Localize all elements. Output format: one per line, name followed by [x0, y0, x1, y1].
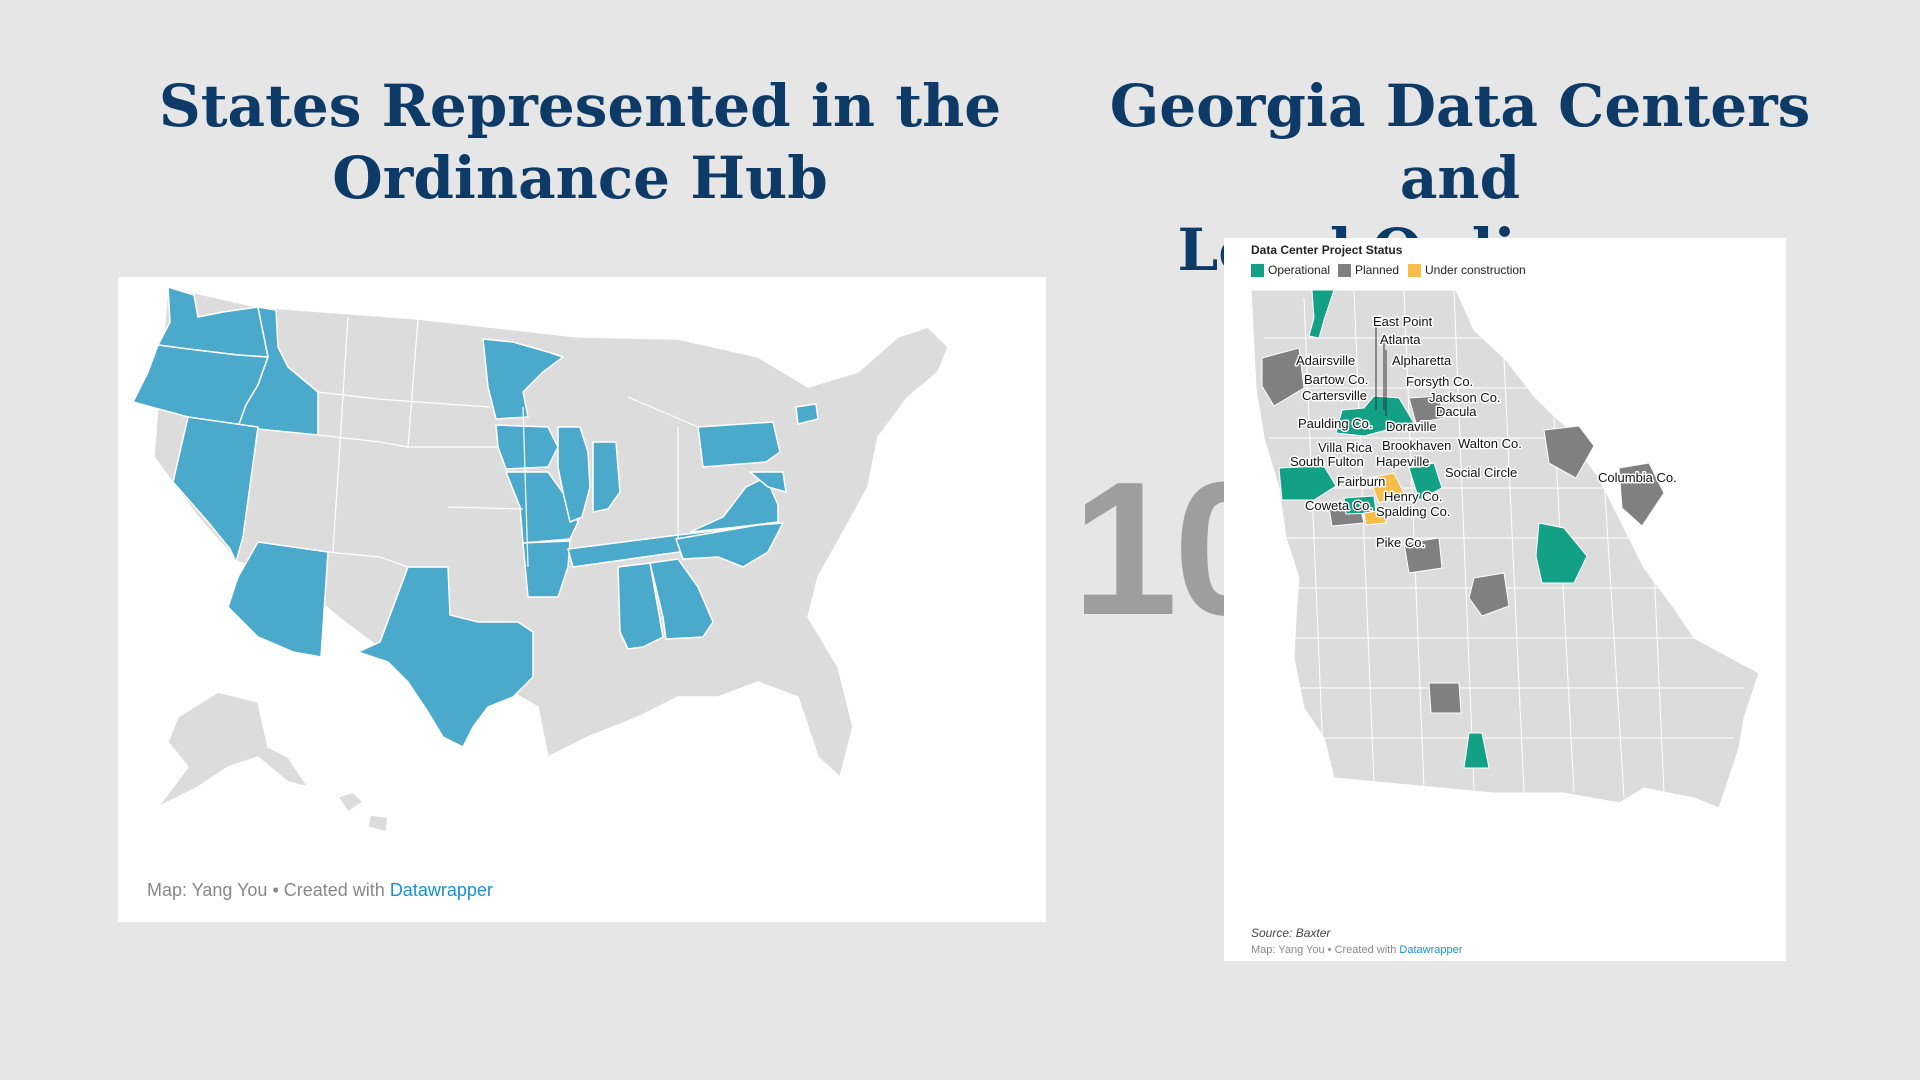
label-cartersville: Cartersville [1302, 388, 1367, 403]
label-social-circle: Social Circle [1445, 465, 1517, 480]
ga-map-panel: Data Center Project Status Operational P… [1224, 238, 1786, 961]
hawaii [337, 791, 389, 833]
state-arizona [227, 541, 329, 658]
county-operational-south-fulton [1278, 465, 1337, 501]
label-henry: Henry Co. [1384, 489, 1443, 504]
ga-map-credit: Map: Yang You • Created with Datawrapper [1251, 944, 1462, 956]
label-paulding: Paulding Co. [1298, 416, 1372, 431]
state-maryland [749, 471, 787, 493]
label-south-fulton: South Fulton [1290, 454, 1364, 469]
label-fairburn: Fairburn [1337, 474, 1385, 489]
label-columbia: Columbia Co. [1598, 470, 1677, 485]
legend-planned: Planned [1338, 263, 1399, 277]
label-pike: Pike Co. [1376, 535, 1425, 550]
us-datawrapper-link[interactable]: Datawrapper [389, 880, 493, 900]
us-map [132, 286, 949, 833]
label-bartow: Bartow Co. [1304, 372, 1368, 387]
state-indiana [592, 441, 621, 513]
county-planned-columbia-area [1543, 425, 1595, 479]
county-operational-social-circle [1408, 462, 1443, 501]
label-leader-lines [1375, 320, 1387, 416]
operational-swatch [1251, 263, 1264, 277]
us-map-panel: Map: Yang You • Created with Datawrapper [118, 277, 1046, 922]
label-jackson: Jackson Co. [1429, 390, 1501, 405]
planned-swatch [1338, 263, 1351, 277]
state-nevada [172, 416, 259, 563]
county-planned-pike [1403, 537, 1443, 574]
us-credit-text: Map: Yang You • Created with [147, 880, 390, 900]
county-planned-columbia [1618, 462, 1665, 527]
legend-under-construction: Under construction [1408, 263, 1526, 277]
county-operational-south [1463, 732, 1490, 769]
county-operational-east [1535, 522, 1588, 584]
state-idaho [237, 306, 319, 436]
label-brookhaven: Brookhaven [1382, 438, 1451, 453]
state-minnesota [482, 338, 564, 420]
label-alpharetta: Alpharetta [1392, 353, 1452, 368]
county-operational-north [1308, 289, 1335, 339]
label-dacula: Dacula [1436, 404, 1477, 419]
ga-map-title-line1: Georgia Data Centers and [1109, 72, 1811, 212]
state-missouri [505, 471, 579, 544]
county-borders [1264, 289, 1744, 799]
state-arkansas [522, 540, 571, 598]
us-map-title-line2: Ordinance Hub [332, 144, 828, 212]
county-planned-walton [1408, 395, 1445, 424]
ga-credit-text: Map: Yang You • Created with [1251, 944, 1400, 956]
label-walton: Walton Co. [1458, 436, 1522, 451]
state-connecticut [795, 403, 819, 425]
ga-source: Source: Baxter [1251, 926, 1331, 940]
under-construction-swatch [1408, 263, 1421, 277]
state-illinois [557, 426, 591, 523]
label-hapeville: Hapeville [1376, 454, 1429, 469]
ga-legend-title: Data Center Project Status [1251, 243, 1403, 257]
state-virginia [689, 476, 779, 533]
label-forsyth: Forsyth Co. [1406, 374, 1473, 389]
label-east-point: East Point [1373, 314, 1433, 329]
ga-map: East Point Atlanta Adairsville Alpharett… [1250, 289, 1760, 809]
state-pennsylvania [697, 421, 781, 468]
us-map-title-line1: States Represented in the [158, 72, 1002, 140]
us-map-title: States Represented in the Ordinance Hub [120, 70, 1040, 214]
legend-under-construction-label: Under construction [1425, 263, 1526, 277]
label-atlanta: Atlanta [1380, 332, 1421, 347]
label-coweta: Coweta Co. [1305, 498, 1373, 513]
county-operational-metro [1335, 395, 1415, 437]
ga-datawrapper-link[interactable]: Datawrapper [1399, 944, 1463, 956]
state-borders [317, 316, 699, 568]
county-construction-hapeville [1368, 472, 1405, 504]
legend-operational: Operational [1251, 263, 1330, 277]
county-planned-bartow [1261, 347, 1305, 407]
label-villa-rica: Villa Rica [1318, 440, 1373, 455]
alaska [157, 691, 309, 808]
state-georgia [649, 558, 714, 640]
legend-operational-label: Operational [1268, 263, 1331, 277]
label-doraville: Doraville [1386, 419, 1437, 434]
us-map-credit: Map: Yang You • Created with Datawrapper [147, 880, 493, 901]
label-adairsville: Adairsville [1296, 353, 1355, 368]
county-planned-south [1428, 682, 1462, 714]
label-spalding: Spalding Co. [1376, 504, 1450, 519]
legend-planned-label: Planned [1355, 263, 1400, 277]
state-texas [357, 566, 534, 748]
county-planned-central [1468, 572, 1510, 617]
county-construction-spalding [1363, 509, 1387, 526]
state-iowa [495, 424, 559, 470]
